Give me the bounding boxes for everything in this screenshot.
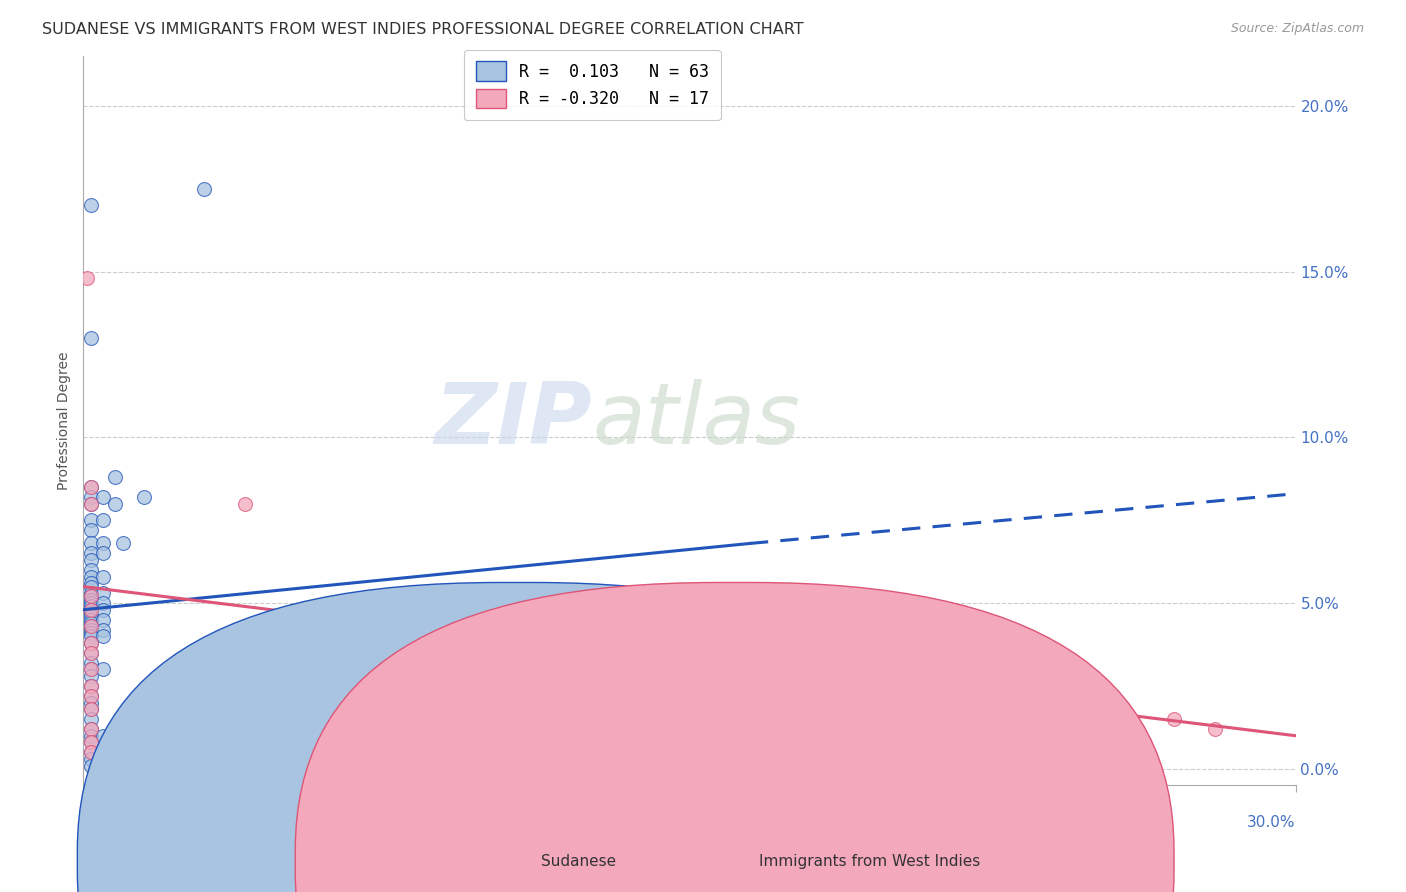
Point — [91, 569, 114, 583]
Point — [80, 646, 103, 660]
Point — [80, 490, 103, 504]
Point — [80, 590, 103, 604]
Point — [112, 536, 135, 550]
Y-axis label: Professional Degree: Professional Degree — [58, 351, 72, 490]
Point — [80, 745, 103, 759]
Point — [80, 745, 103, 759]
Point — [80, 679, 103, 693]
Point — [80, 590, 103, 604]
Point — [80, 729, 103, 743]
Point — [80, 758, 103, 772]
Text: Immigrants from West Indies: Immigrants from West Indies — [759, 855, 980, 869]
Point — [80, 712, 103, 726]
Point — [80, 656, 103, 670]
Point — [91, 662, 114, 676]
Point — [91, 546, 114, 560]
Point — [80, 596, 103, 610]
Point — [80, 497, 103, 511]
Point — [76, 271, 98, 285]
Point — [91, 536, 114, 550]
Text: Source: ZipAtlas.com: Source: ZipAtlas.com — [1230, 22, 1364, 36]
Point — [335, 636, 357, 650]
Point — [104, 497, 127, 511]
Point — [80, 702, 103, 716]
Point — [80, 619, 103, 633]
Point — [80, 603, 103, 617]
Point — [80, 679, 103, 693]
Point — [80, 569, 103, 583]
Point — [80, 599, 103, 614]
Point — [132, 490, 155, 504]
Point — [80, 580, 103, 594]
Point — [91, 729, 114, 743]
Point — [80, 546, 103, 560]
Point — [80, 669, 103, 683]
Point — [80, 331, 103, 345]
Point — [80, 662, 103, 676]
Point — [233, 497, 256, 511]
Point — [80, 662, 103, 676]
Point — [80, 646, 103, 660]
Point — [80, 198, 103, 212]
Point — [91, 756, 114, 770]
Point — [80, 722, 103, 736]
Point — [91, 513, 114, 527]
Legend: R =  0.103   N = 63, R = -0.320   N = 17: R = 0.103 N = 63, R = -0.320 N = 17 — [464, 50, 721, 120]
Point — [80, 553, 103, 567]
Point — [80, 536, 103, 550]
Point — [91, 596, 114, 610]
Point — [80, 752, 103, 766]
Point — [80, 606, 103, 620]
Point — [637, 646, 659, 660]
Point — [80, 609, 103, 624]
Point — [80, 626, 103, 640]
Point — [91, 623, 114, 637]
Text: ZIP: ZIP — [434, 379, 592, 462]
Point — [80, 603, 103, 617]
Point — [80, 586, 103, 600]
Point — [91, 490, 114, 504]
Point — [80, 735, 103, 749]
Point — [80, 513, 103, 527]
Point — [80, 523, 103, 537]
Text: atlas: atlas — [592, 379, 800, 462]
Point — [80, 689, 103, 703]
Point — [80, 615, 103, 630]
Point — [80, 702, 103, 716]
Point — [80, 623, 103, 637]
Point — [91, 613, 114, 627]
Point — [80, 497, 103, 511]
Point — [80, 576, 103, 591]
Text: Sudanese: Sudanese — [541, 855, 616, 869]
Point — [80, 722, 103, 736]
Point — [80, 696, 103, 710]
Point — [91, 586, 114, 600]
Point — [80, 480, 103, 494]
Point — [91, 603, 114, 617]
Point — [193, 182, 215, 196]
Point — [80, 592, 103, 607]
Text: 0.0%: 0.0% — [83, 814, 122, 830]
Point — [80, 563, 103, 577]
Point — [80, 619, 103, 633]
Point — [80, 735, 103, 749]
Point — [91, 629, 114, 643]
Point — [80, 613, 103, 627]
Text: SUDANESE VS IMMIGRANTS FROM WEST INDIES PROFESSIONAL DEGREE CORRELATION CHART: SUDANESE VS IMMIGRANTS FROM WEST INDIES … — [42, 22, 804, 37]
Point — [104, 470, 127, 484]
Point — [1204, 722, 1226, 736]
Point — [80, 480, 103, 494]
Text: 30.0%: 30.0% — [1247, 814, 1295, 830]
Point — [80, 689, 103, 703]
Point — [80, 636, 103, 650]
Point — [1163, 712, 1185, 726]
Point — [80, 636, 103, 650]
Point — [80, 629, 103, 643]
